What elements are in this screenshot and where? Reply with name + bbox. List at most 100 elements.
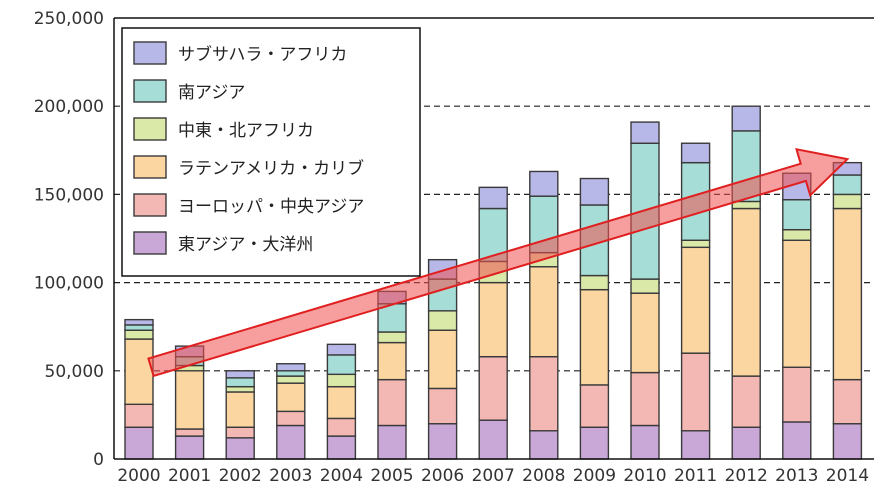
bar-segment [731, 105, 761, 132]
legend-label: 南アジア [178, 83, 245, 103]
bar-segment [832, 207, 863, 381]
bar-segment [478, 355, 508, 421]
bar-segment [529, 355, 559, 432]
bar-segment [630, 371, 660, 427]
bar-segment [782, 228, 812, 241]
bar-segment [782, 366, 812, 423]
legend-swatch [133, 193, 167, 217]
x-tick-label: 2014 [826, 466, 869, 486]
bar-segment [124, 426, 154, 460]
bar-segment [225, 391, 255, 428]
bar-segment [630, 424, 660, 460]
bar-segment [782, 198, 812, 231]
bar-segment [832, 378, 863, 425]
bar-segment [579, 274, 610, 291]
y-tick-label: 0 [93, 450, 104, 470]
bar-segment [276, 382, 306, 413]
bar-segment [326, 343, 357, 356]
legend-swatch [133, 231, 167, 255]
bar-segment [326, 354, 357, 376]
bar-segment [377, 341, 407, 381]
bar-segment [680, 142, 711, 164]
bar-segment [377, 378, 407, 427]
bar-segment [782, 421, 812, 460]
bar-segment [680, 239, 711, 249]
bar-segment [427, 387, 458, 425]
bar-segment [124, 318, 154, 326]
bar-segment [124, 329, 154, 340]
y-tick-label: 100,000 [34, 274, 104, 294]
legend-label: 東アジア・大洋州 [178, 235, 313, 255]
legend-swatch [133, 117, 167, 141]
bar-segment [579, 384, 610, 428]
bar-segment [782, 239, 812, 368]
bar-segment [276, 375, 306, 384]
x-tick-label: 2005 [370, 466, 413, 486]
bar-segment [225, 370, 255, 379]
bar-segment [630, 278, 660, 294]
bar-segment [276, 370, 306, 377]
legend-swatch [133, 79, 167, 103]
bar-segment [731, 375, 761, 428]
bar-segment [731, 207, 761, 377]
bar-segment [478, 281, 508, 358]
bar-segment [276, 424, 306, 460]
bar-segment [225, 426, 255, 439]
bar-segment [630, 121, 660, 144]
bar-segment [680, 246, 711, 354]
x-tick-label: 2006 [421, 466, 464, 486]
bar-segment [731, 426, 761, 460]
bar-segment [427, 310, 458, 331]
bar-segment [478, 419, 508, 460]
bar-segment [276, 410, 306, 427]
bar-segment [529, 266, 559, 358]
bar-segment [579, 177, 610, 206]
x-tick-label: 2012 [725, 466, 768, 486]
legend-label: 中東・北アフリカ [178, 121, 314, 141]
legend-label: サブサハラ・アフリカ [178, 44, 347, 65]
bar-segment [225, 437, 255, 460]
bar-segment [377, 331, 407, 344]
bar-segment [832, 193, 863, 210]
x-tick-label: 2009 [573, 466, 616, 486]
bars [124, 105, 863, 460]
bar-segment [174, 428, 205, 437]
legend-swatch [133, 155, 167, 179]
bar-segment [326, 435, 357, 460]
bar-segment [832, 174, 863, 196]
bar-segment [225, 377, 255, 388]
trend-arrow-shape [147, 148, 850, 378]
x-tick-label: 2013 [775, 466, 818, 486]
bar-segment [276, 363, 306, 372]
x-tick-label: 2011 [674, 466, 717, 486]
y-tick-label: 50,000 [45, 362, 104, 382]
bar-segment [326, 373, 357, 388]
x-tick-label: 2002 [219, 466, 262, 486]
bar-segment [326, 417, 357, 437]
bar-segment [225, 385, 255, 393]
legend-label: ヨーロッパ・中央アジア [178, 197, 364, 217]
y-tick-label: 200,000 [34, 97, 104, 117]
bar-segment [174, 435, 205, 460]
legend: サブサハラ・アフリカ南アジア中東・北アフリカラテンアメリカ・カリブヨーロッパ・中… [121, 27, 421, 277]
bar-segment [124, 338, 154, 406]
bar-segment [832, 423, 863, 460]
bar-segment [680, 352, 711, 432]
trend-arrow [147, 148, 850, 378]
bar-segment [427, 329, 458, 390]
bar-segment [174, 370, 205, 430]
y-tick-label: 150,000 [34, 185, 104, 205]
bar-segment [478, 186, 508, 210]
x-tick-label: 2008 [522, 466, 565, 486]
x-tick-label: 2001 [168, 466, 211, 486]
bar-segment [579, 288, 610, 386]
x-tick-label: 2010 [623, 466, 666, 486]
bar-segment [579, 426, 610, 460]
bar-segment [529, 430, 559, 460]
x-tick-label: 2003 [269, 466, 312, 486]
bar-segment [124, 403, 154, 428]
bar-segment [377, 424, 407, 460]
x-tick-label: 2000 [117, 466, 160, 486]
